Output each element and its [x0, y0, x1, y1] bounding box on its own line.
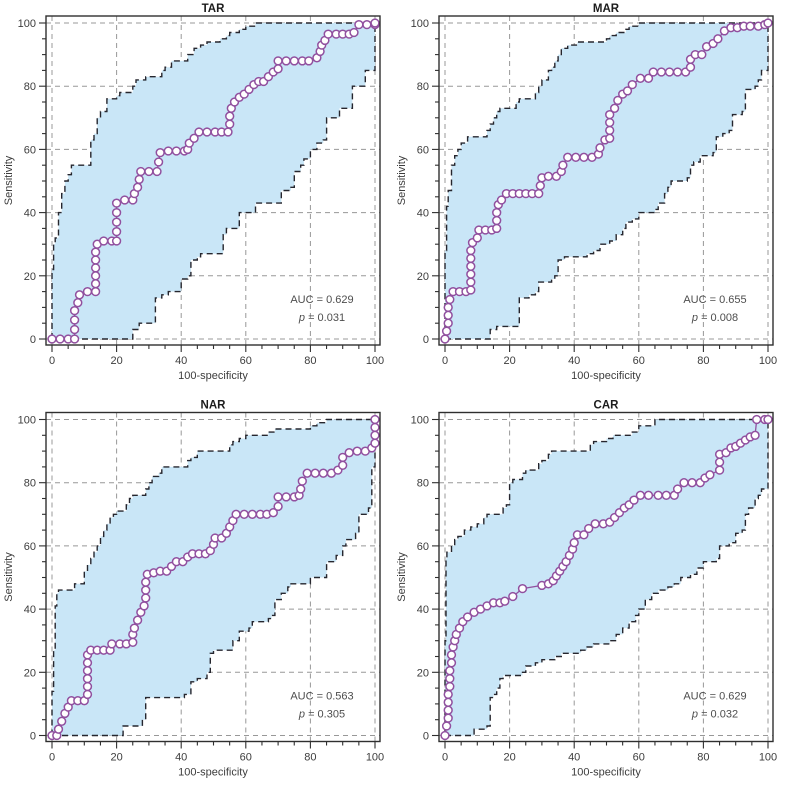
- x-tick-label: 20: [503, 355, 515, 367]
- y-tick-label: 100: [18, 18, 36, 30]
- y-tick-label: 60: [24, 541, 36, 553]
- x-tick-label: 0: [442, 355, 448, 367]
- auc-annotation: AUC = 0.629: [290, 294, 353, 306]
- x-tick-label: 80: [697, 752, 709, 764]
- ci-upper-boundary: [51, 418, 375, 736]
- y-tick-label: 40: [417, 208, 429, 220]
- auc-annotation: AUC = 0.629: [683, 691, 746, 703]
- x-tick-label: 100: [366, 355, 384, 367]
- panel-title: NAR: [201, 400, 227, 412]
- y-tick-label: 60: [24, 144, 36, 156]
- y-tick-label: 100: [411, 415, 429, 427]
- y-tick-label: 40: [417, 604, 429, 616]
- y-tick-label: 20: [417, 667, 429, 679]
- x-axis-label: 100-specificity: [178, 370, 248, 382]
- y-axis-label: Sensitivity: [3, 552, 15, 602]
- p-value-annotation: p = 0.305: [298, 709, 345, 721]
- roc-chart-car: 0 0 20 20 40 40 60 60 80 80 100 100 CAR 100-specifici…: [396, 400, 777, 779]
- y-axis-label: Sensitivity: [396, 552, 408, 602]
- roc-chart-mar: 0 0 20 20 40 40 60 60 80 80 100 100 MAR 100-specifici…: [396, 3, 777, 382]
- p-value-annotation: p = 0.032: [691, 709, 738, 721]
- x-tick-label: 60: [633, 752, 645, 764]
- x-tick-label: 60: [633, 355, 645, 367]
- x-axis-label: 100-specificity: [571, 370, 641, 382]
- ci-upper-boundary: [51, 22, 375, 339]
- y-tick-label: 80: [24, 478, 36, 490]
- axis-ticks: [39, 22, 376, 352]
- confidence-band: [445, 419, 768, 736]
- roc-markers: [440, 414, 773, 741]
- y-tick-label: 0: [423, 334, 429, 346]
- x-tick-label: 20: [110, 355, 122, 367]
- x-tick-label: 0: [442, 752, 448, 764]
- roc-markers: [47, 18, 380, 344]
- y-tick-label: 60: [417, 541, 429, 553]
- roc-chart-nar: 0 0 20 20 40 40 60 60 80 80 100 100 NAR 100-specifici…: [3, 400, 384, 779]
- axis-ticks: [432, 418, 769, 749]
- roc-panel-tar: 0 0 20 20 40 40 60 60 80 80 100 100 TAR 100-specifici…: [0, 0, 393, 396]
- x-tick-label: 60: [240, 355, 252, 367]
- roc-panel-car: 0 0 20 20 40 40 60 60 80 80 100 100 CAR 100-specifici…: [393, 396, 787, 793]
- x-tick-label: 40: [568, 752, 580, 764]
- panel-title: MAR: [593, 3, 620, 15]
- roc-markers: [440, 18, 773, 344]
- x-axis-label: 100-specificity: [178, 767, 248, 779]
- x-tick-label: 100: [366, 752, 384, 764]
- x-tick-label: 100: [759, 355, 777, 367]
- ci-lower-boundary: [445, 23, 769, 340]
- y-axis-label: Sensitivity: [396, 155, 408, 205]
- ci-lower-boundary: [445, 419, 769, 737]
- x-tick-label: 60: [240, 752, 252, 764]
- ci-lower-boundary: [52, 419, 376, 737]
- x-tick-label: 100: [759, 752, 777, 764]
- y-tick-label: 100: [18, 415, 36, 427]
- y-tick-label: 40: [24, 604, 36, 616]
- roc-panel-mar: 0 0 20 20 40 40 60 60 80 80 100 100 MAR 100-specifici…: [393, 0, 787, 396]
- y-tick-label: 80: [417, 81, 429, 93]
- p-value-annotation: p = 0.008: [691, 312, 738, 324]
- auc-annotation: AUC = 0.655: [683, 294, 746, 306]
- confidence-band: [52, 23, 375, 339]
- y-tick-label: 80: [24, 81, 36, 93]
- x-tick-label: 20: [503, 752, 515, 764]
- x-tick-label: 0: [49, 355, 55, 367]
- y-tick-label: 100: [411, 18, 429, 30]
- y-axis-label: Sensitivity: [3, 155, 15, 205]
- x-tick-label: 80: [304, 752, 316, 764]
- x-axis-label: 100-specificity: [571, 767, 641, 779]
- axis-ticks: [432, 22, 769, 352]
- roc-chart-tar: 0 0 20 20 40 40 60 60 80 80 100 100 TAR 100-specifici…: [3, 3, 384, 382]
- ci-upper-boundary: [444, 418, 768, 736]
- roc-markers: [47, 414, 380, 741]
- x-tick-label: 80: [697, 355, 709, 367]
- x-tick-label: 0: [49, 752, 55, 764]
- y-tick-label: 20: [24, 271, 36, 283]
- axis-ticks: [39, 418, 376, 749]
- auc-annotation: AUC = 0.563: [290, 691, 353, 703]
- p-value-annotation: p = 0.031: [298, 312, 345, 324]
- x-tick-label: 40: [568, 355, 580, 367]
- y-tick-label: 60: [417, 144, 429, 156]
- y-tick-label: 20: [417, 271, 429, 283]
- y-tick-label: 0: [30, 731, 36, 743]
- panel-title: CAR: [594, 400, 620, 412]
- confidence-band: [445, 23, 768, 339]
- y-tick-label: 0: [30, 334, 36, 346]
- y-tick-label: 0: [423, 731, 429, 743]
- y-tick-label: 40: [24, 208, 36, 220]
- roc-panel-nar: 0 0 20 20 40 40 60 60 80 80 100 100 NAR 100-specifici…: [0, 396, 393, 793]
- y-tick-label: 80: [417, 478, 429, 490]
- ci-upper-boundary: [444, 22, 768, 339]
- x-tick-label: 20: [110, 752, 122, 764]
- x-tick-label: 40: [175, 355, 187, 367]
- y-tick-label: 20: [24, 667, 36, 679]
- x-tick-label: 40: [175, 752, 187, 764]
- panel-title: TAR: [202, 3, 225, 15]
- x-tick-label: 80: [304, 355, 316, 367]
